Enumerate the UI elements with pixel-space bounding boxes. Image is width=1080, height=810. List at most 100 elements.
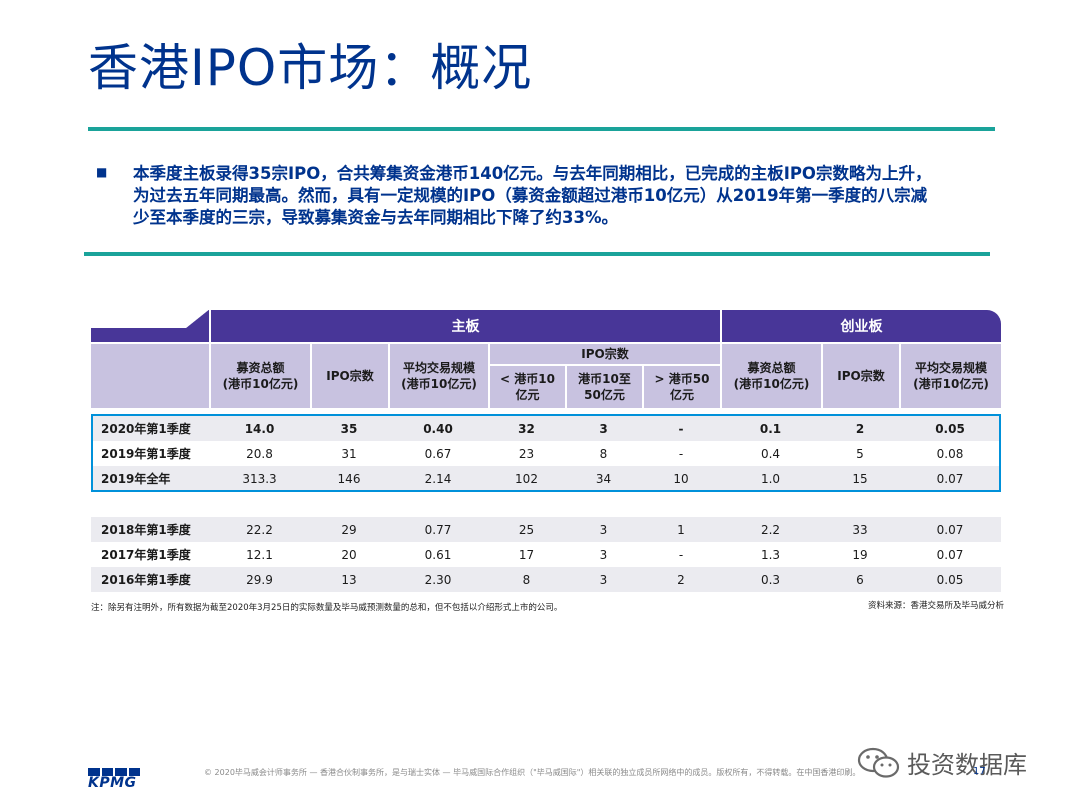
cell-gt50: 2	[642, 567, 720, 592]
watermark: 投资数据库	[857, 745, 1027, 780]
col-header-ipo-breakdown: IPO宗数	[488, 342, 720, 366]
cell-lt10: 23	[488, 441, 565, 466]
summary-highlight-ipo: 35宗IPO	[248, 164, 321, 183]
cell-lt10: 102	[488, 466, 565, 491]
bottom-divider	[84, 252, 990, 256]
summary-seg: 。与去年同期相比，已完成的主板IPO宗数略为上升，为过去五年同期最高。然而，具有…	[133, 164, 932, 227]
cell-gem-ipo: 33	[821, 517, 899, 542]
cell-ipo: 29	[310, 517, 388, 542]
group-header-main-board: 主板	[209, 310, 720, 342]
cell-gt50: -	[642, 441, 720, 466]
top-divider	[88, 127, 995, 131]
cell-ipo: 13	[310, 567, 388, 592]
col-header-10to50: 港币10至 50亿元	[565, 366, 642, 408]
cell-avg: 0.77	[388, 517, 488, 542]
cell-gem-avg: 0.07	[899, 466, 1002, 491]
cell-fund: 313.3	[209, 466, 310, 491]
table-footnote: 注：除另有注明外，所有数据为截至2020年3月25日的实际数量及毕马威预测数量的…	[91, 603, 563, 613]
cell-gem-fund: 1.3	[720, 542, 821, 567]
cell-gt50: -	[642, 542, 720, 567]
col-header-lt10: < 港币10 亿元	[488, 366, 565, 408]
row-label: 2017年第1季度	[91, 542, 209, 567]
cell-gem-fund: 0.3	[720, 567, 821, 592]
cell-ipo: 146	[310, 466, 388, 491]
logo-bars	[88, 768, 140, 776]
col-header-gt50: > 港币50 亿元	[642, 366, 720, 408]
row-label: 2019年全年	[91, 466, 209, 491]
table-row: 2017年第1季度 12.1 20 0.61 17 3 - 1.3 19 0.0…	[91, 542, 1002, 567]
cell-10to50: 3	[565, 517, 642, 542]
cell-gem-avg: 0.07	[899, 542, 1002, 567]
summary-seg: ，合共筹集资金	[320, 164, 436, 183]
watermark-text: 投资数据库	[907, 751, 1027, 779]
row-label: 2020年第1季度	[91, 416, 209, 441]
col-header-gem-avg: 平均交易规模 (港币10亿元)	[899, 342, 1002, 408]
ipo-table-container: 主板 创业板 募资总额 (港币10亿元) IPO宗数 平均交易规模 (港币10亿…	[91, 310, 1002, 592]
table-row: 2019年第1季度 20.8 31 0.67 23 8 - 0.4 5 0.08	[91, 441, 1002, 466]
cell-10to50: 3	[565, 567, 642, 592]
cell-avg: 0.40	[388, 416, 488, 441]
table-row: 2019年全年 313.3 146 2.14 102 34 10 1.0 15 …	[91, 466, 1002, 491]
cell-avg: 2.14	[388, 466, 488, 491]
cell-avg: 0.67	[388, 441, 488, 466]
summary-seg: 本季度主板录得	[133, 164, 249, 183]
source-note: 资料来源：香港交易所及毕马威分析	[867, 601, 1004, 611]
col-header-avg-size: 平均交易规模 (港币10亿元)	[388, 342, 488, 408]
col-header-gem-fund: 募资总额 (港币10亿元)	[720, 342, 821, 408]
cell-lt10: 32	[488, 416, 565, 441]
cell-10to50: 34	[565, 466, 642, 491]
cell-10to50: 3	[565, 542, 642, 567]
cell-gem-fund: 0.1	[720, 416, 821, 441]
cell-avg: 2.30	[388, 567, 488, 592]
cell-fund: 22.2	[209, 517, 310, 542]
cell-gt50: 10	[642, 466, 720, 491]
page-title: 香港IPO市场：概况	[88, 39, 533, 97]
row-label: 2016年第1季度	[91, 567, 209, 592]
cell-10to50: 8	[565, 441, 642, 466]
table-row: 2016年第1季度 29.9 13 2.30 8 3 2 0.3 6 0.05	[91, 567, 1002, 592]
group-header-gem: 创业板	[720, 310, 1002, 342]
summary-text: 本季度主板录得35宗IPO，合共筹集资金港币140亿元。与去年同期相比，已完成的…	[133, 163, 938, 229]
cell-ipo: 35	[310, 416, 388, 441]
cell-gem-ipo: 15	[821, 466, 899, 491]
logo-text: KPMG	[88, 775, 137, 791]
summary-highlight-funds: 港币140亿元	[435, 164, 537, 183]
table-row: 2020年第1季度 14.0 35 0.40 32 3 - 0.1 2 0.05	[91, 416, 1002, 441]
cell-lt10: 25	[488, 517, 565, 542]
wechat-icon	[857, 746, 901, 780]
row-label: 2019年第1季度	[91, 441, 209, 466]
cell-gem-avg: 0.05	[899, 416, 1002, 441]
cell-gt50: -	[642, 416, 720, 441]
header-blank	[91, 342, 209, 408]
cell-ipo: 31	[310, 441, 388, 466]
cell-lt10: 17	[488, 542, 565, 567]
cell-gem-ipo: 19	[821, 542, 899, 567]
cell-10to50: 3	[565, 416, 642, 441]
cell-ipo: 20	[310, 542, 388, 567]
ipo-overview-table: 主板 创业板 募资总额 (港币10亿元) IPO宗数 平均交易规模 (港币10亿…	[91, 310, 1002, 592]
table-row: 2018年第1季度 22.2 29 0.77 25 3 1 2.2 33 0.0…	[91, 517, 1002, 542]
bullet-square-icon: ■	[96, 165, 108, 179]
copyright-footer: © 2020毕马威会计师事务所 — 香港合伙制事务所，是与瑞士实体 — 毕马威国…	[204, 768, 861, 777]
page-number: 17	[973, 766, 986, 777]
cell-gem-avg: 0.05	[899, 567, 1002, 592]
cell-gem-fund: 0.4	[720, 441, 821, 466]
cell-gem-fund: 2.2	[720, 517, 821, 542]
col-header-ipo-count: IPO宗数	[310, 342, 388, 408]
col-header-gem-ipo: IPO宗数	[821, 342, 899, 408]
cell-lt10: 8	[488, 567, 565, 592]
cell-fund: 14.0	[209, 416, 310, 441]
kpmg-logo: KPMG	[88, 768, 140, 790]
cell-gem-avg: 0.08	[899, 441, 1002, 466]
row-label: 2018年第1季度	[91, 517, 209, 542]
cell-gem-ipo: 2	[821, 416, 899, 441]
header-corner	[91, 310, 209, 342]
col-header-fund: 募资总额 (港币10亿元)	[209, 342, 310, 408]
cell-gt50: 1	[642, 517, 720, 542]
cell-fund: 20.8	[209, 441, 310, 466]
cell-avg: 0.61	[388, 542, 488, 567]
cell-gem-ipo: 5	[821, 441, 899, 466]
cell-fund: 12.1	[209, 542, 310, 567]
cell-gem-fund: 1.0	[720, 466, 821, 491]
cell-fund: 29.9	[209, 567, 310, 592]
